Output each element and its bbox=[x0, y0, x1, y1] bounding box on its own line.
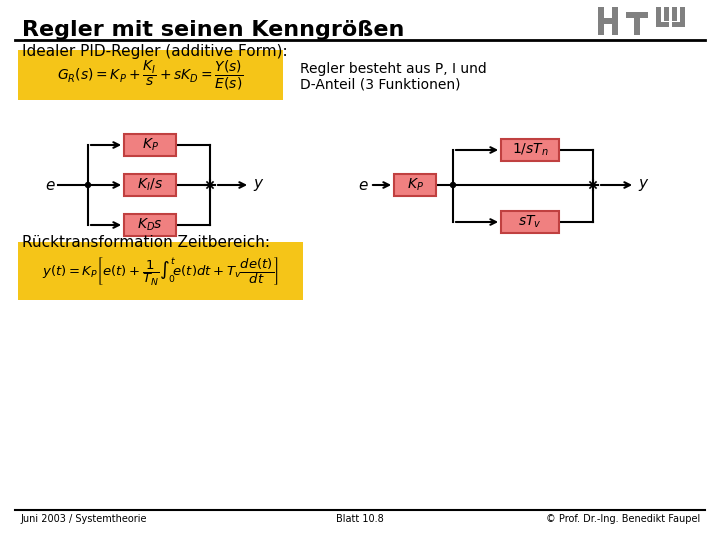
Bar bbox=[672, 22, 685, 27]
Bar bbox=[124, 134, 176, 156]
Text: $sT_v$: $sT_v$ bbox=[518, 214, 541, 230]
Text: Juni 2003 / Systemtheorie: Juni 2003 / Systemtheorie bbox=[20, 514, 146, 524]
Text: $y(t) = K_P \left[ e(t) + \dfrac{1}{T_N} \int_0^t \! e(t)dt + T_v \dfrac{de(t)}{: $y(t) = K_P \left[ e(t) + \dfrac{1}{T_N}… bbox=[42, 255, 279, 287]
Bar bbox=[598, 7, 604, 35]
Text: $e$: $e$ bbox=[358, 178, 369, 192]
Bar bbox=[626, 12, 648, 18]
Circle shape bbox=[451, 183, 456, 187]
Text: $G_R(s) = K_P + \dfrac{K_I}{s} + sK_D = \dfrac{Y(s)}{E(s)}$: $G_R(s) = K_P + \dfrac{K_I}{s} + sK_D = … bbox=[57, 58, 243, 92]
Bar bbox=[501, 211, 559, 233]
Text: Rücktransformation Zeitbereich:: Rücktransformation Zeitbereich: bbox=[22, 235, 270, 250]
Bar bbox=[598, 18, 618, 24]
Bar bbox=[656, 7, 661, 27]
Text: $y$: $y$ bbox=[253, 177, 264, 193]
Bar bbox=[394, 174, 436, 196]
Bar bbox=[680, 7, 685, 27]
Bar bbox=[634, 12, 640, 35]
Text: $K_P$: $K_P$ bbox=[407, 177, 423, 193]
Bar bbox=[18, 242, 303, 300]
Bar bbox=[664, 7, 669, 21]
Bar bbox=[124, 214, 176, 236]
Bar bbox=[672, 7, 677, 21]
Text: $y$: $y$ bbox=[638, 177, 649, 193]
Text: Regler mit seinen Kenngrößen: Regler mit seinen Kenngrößen bbox=[22, 20, 405, 40]
Text: Blatt 10.8: Blatt 10.8 bbox=[336, 514, 384, 524]
Bar bbox=[18, 50, 283, 100]
Text: D-Anteil (3 Funktionen): D-Anteil (3 Funktionen) bbox=[300, 77, 461, 91]
Text: $K_D s$: $K_D s$ bbox=[137, 217, 163, 233]
Text: Regler besteht aus P, I und: Regler besteht aus P, I und bbox=[300, 62, 487, 76]
Text: $K_I/s$: $K_I/s$ bbox=[137, 177, 163, 193]
Text: Idealer PID-Regler (additive Form):: Idealer PID-Regler (additive Form): bbox=[22, 44, 287, 59]
Bar bbox=[612, 7, 618, 35]
Bar bbox=[656, 22, 669, 27]
Text: $e$: $e$ bbox=[45, 178, 55, 192]
Bar bbox=[501, 139, 559, 161]
Text: $1/sT_n$: $1/sT_n$ bbox=[512, 142, 549, 158]
Circle shape bbox=[86, 183, 91, 187]
Text: © Prof. Dr.-Ing. Benedikt Faupel: © Prof. Dr.-Ing. Benedikt Faupel bbox=[546, 514, 700, 524]
Bar bbox=[124, 174, 176, 196]
Text: $K_P$: $K_P$ bbox=[142, 137, 158, 153]
